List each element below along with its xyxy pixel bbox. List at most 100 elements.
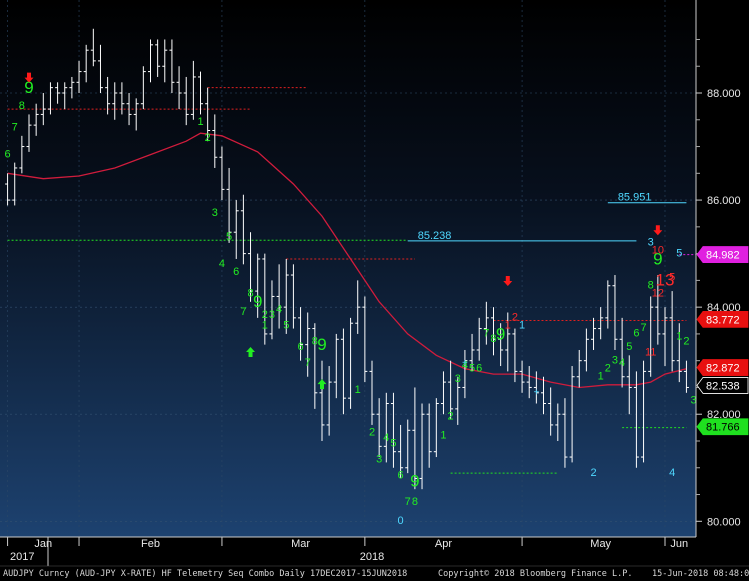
sequence-count-label: 9 xyxy=(653,249,662,268)
ohlc-bar xyxy=(569,366,575,463)
ohlc-bar xyxy=(548,387,554,436)
sequence-count-label: 8 xyxy=(247,287,253,299)
ohlc-bar xyxy=(369,360,375,425)
price-tag-label: 82.872 xyxy=(706,363,740,375)
ohlc-bar xyxy=(255,253,261,318)
ohlc-bar xyxy=(526,366,532,399)
ohlc-bar xyxy=(605,280,611,329)
ohlc-bar xyxy=(5,173,11,206)
sequence-count-label: 9 xyxy=(253,292,262,311)
sequence-count-label: 11 xyxy=(645,346,656,358)
sequence-count-label: 2 xyxy=(512,312,518,324)
price-tag-bg xyxy=(696,418,749,436)
plot-area xyxy=(0,0,696,537)
ohlc-bar xyxy=(669,291,675,372)
ohlc-bar xyxy=(533,371,539,404)
sequence-count-label: 6 xyxy=(297,341,303,353)
sequence-count-label: 1 xyxy=(519,320,525,332)
grid-lines xyxy=(0,0,696,537)
sequence-count-label: 5 xyxy=(669,271,675,283)
buy-arrow-icon xyxy=(246,346,256,357)
ohlc-bar xyxy=(226,167,232,243)
sequence-count-label: 8 xyxy=(648,279,654,291)
ohlc-bar xyxy=(648,296,654,377)
sequence-count-label: 3 xyxy=(648,237,654,249)
ohlc-bar xyxy=(433,398,439,458)
sequence-count-label: 5 xyxy=(283,320,289,332)
sequence-count-label: 9 xyxy=(317,335,326,354)
ohlc-bar xyxy=(398,424,404,479)
date-axis-bg xyxy=(0,537,696,581)
footer-timestamp: 15-Jun-2018 08:48:02 xyxy=(652,569,749,579)
ohlc-bar xyxy=(662,307,668,367)
sequence-count-label: 13 xyxy=(656,271,675,290)
ohlc-bar xyxy=(626,355,632,415)
moving-average-layer xyxy=(7,132,687,389)
month-label: Mar xyxy=(291,538,310,550)
plus-marker: + xyxy=(533,387,539,398)
ohlc-bar xyxy=(312,323,318,409)
ohlc-bar xyxy=(233,200,239,259)
ohlc-bar xyxy=(155,39,161,77)
sequence-count-label: 10 xyxy=(652,245,664,257)
year-label: 2017 xyxy=(10,551,34,563)
sequence-count-label: 5 xyxy=(390,437,396,449)
sequence-count-label: 2 xyxy=(605,362,611,374)
price-tag-bg xyxy=(696,359,749,376)
ohlc-bar xyxy=(390,392,396,468)
ohlc-bar xyxy=(19,135,25,174)
price-tag-bg xyxy=(696,377,749,394)
ohlc-bar xyxy=(97,44,103,94)
ohlc-bar xyxy=(576,349,582,388)
ohlc-bar xyxy=(541,376,547,415)
sequence-count-label: 3 xyxy=(455,373,461,385)
ohlc-bar xyxy=(26,114,32,152)
ohlc-bar xyxy=(198,71,204,115)
target-level-label: 85.951 xyxy=(618,192,652,204)
ohlc-bar xyxy=(140,66,146,110)
price-tag-label: 81.766 xyxy=(706,422,740,434)
ohlc-bar xyxy=(469,333,475,372)
ohlc-bar xyxy=(633,371,639,468)
ohlc-bar xyxy=(76,60,82,94)
price-tag-label: 82.538 xyxy=(706,380,740,392)
ohlc-bar xyxy=(62,82,68,110)
ohlc-bar xyxy=(412,387,418,490)
ohlc-bar xyxy=(448,360,454,420)
ohlc-bar xyxy=(119,82,125,115)
ohlc-bar xyxy=(262,253,268,345)
sequence-count-label: 4 xyxy=(383,432,389,444)
ohlc-bar xyxy=(419,403,425,490)
ohlc-bar xyxy=(69,76,75,99)
price-tag: 81.766 xyxy=(696,418,749,436)
ohlc-bar xyxy=(12,162,18,206)
horizontal-levels: 85.951 85.238 xyxy=(7,87,698,474)
sequence-count-label: 3 xyxy=(212,207,218,219)
sequence-count-label: 3 xyxy=(269,309,275,321)
ohlc-bar xyxy=(319,360,325,441)
ohlc-bar xyxy=(562,398,568,468)
ohlc-bar xyxy=(355,280,361,334)
ohlc-bar xyxy=(105,76,111,115)
sequence-count-label: 5 xyxy=(626,341,632,353)
ohlc-bar xyxy=(83,44,89,83)
ohlc-bar xyxy=(619,317,625,388)
price-tag-bg xyxy=(696,310,749,328)
sequence-count-label: 2 xyxy=(448,411,454,423)
sequence-count-label: 7 xyxy=(305,357,311,369)
sequence-count-label: 4 xyxy=(276,304,282,316)
sequence-count-label: 1 xyxy=(197,116,203,128)
sequence-count-label: 6 xyxy=(5,148,11,160)
month-label: Feb xyxy=(141,538,160,550)
sequence-count-label: 1 xyxy=(676,330,682,342)
sell-arrow-icon xyxy=(653,225,663,236)
sequence-count-label: 9 xyxy=(24,78,33,97)
sequence-count-label: 1 xyxy=(262,320,268,332)
ohlc-bar xyxy=(655,275,661,345)
sequence-count-label: 2 xyxy=(369,427,375,439)
ohlc-bar xyxy=(190,60,196,120)
ohlc-bar xyxy=(519,360,525,393)
ohlc-bar xyxy=(498,323,504,367)
sequence-count-label: 3 xyxy=(691,395,697,407)
ohlc-bar xyxy=(290,264,296,329)
